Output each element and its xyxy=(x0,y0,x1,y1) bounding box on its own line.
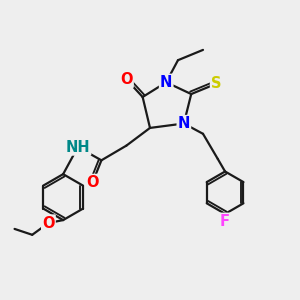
Text: N: N xyxy=(178,116,190,131)
Text: F: F xyxy=(220,214,230,229)
Text: S: S xyxy=(211,76,221,91)
Text: O: O xyxy=(86,175,99,190)
Text: N: N xyxy=(160,75,172,90)
Text: O: O xyxy=(42,215,55,230)
Text: O: O xyxy=(120,72,133,87)
Text: NH: NH xyxy=(65,140,90,154)
